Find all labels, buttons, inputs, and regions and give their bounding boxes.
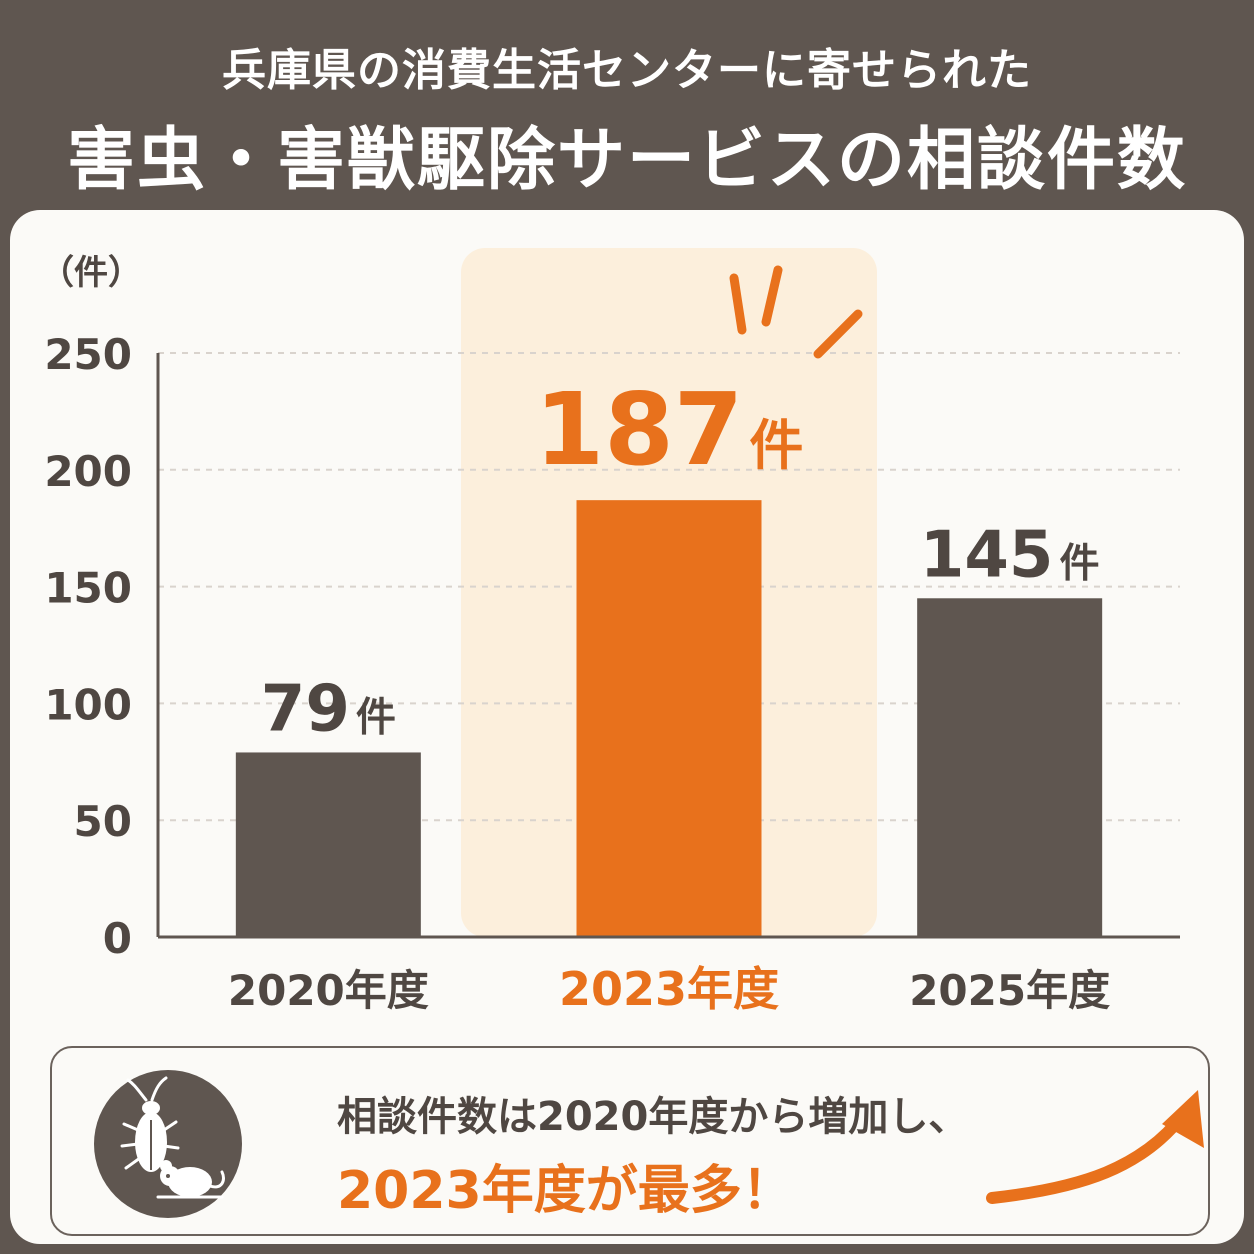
bar <box>917 598 1103 937</box>
summary-highlight: 2023年度が最多！ <box>337 1161 794 1221</box>
summary-text: 相談件数は2020年度から増加し、 <box>337 1094 969 1140</box>
bar <box>576 500 762 937</box>
x-tick-label: 2025年度 <box>909 966 1110 1015</box>
bar <box>235 752 421 937</box>
x-tick-label: 2023年度 <box>559 962 779 1016</box>
data-label: 187 件 <box>535 371 804 488</box>
header: 兵庫県の消費生活センターに寄せられた 害虫・害獣駆除サービスの相談件数 <box>0 0 1254 210</box>
y-tick-label: 200 <box>44 447 132 496</box>
burst-line <box>813 309 863 359</box>
cockroach-mouse-icon <box>94 1070 242 1218</box>
y-tick-label: 100 <box>44 680 132 729</box>
x-tick-label: 2020年度 <box>228 966 429 1015</box>
y-tick-label: 0 <box>103 914 132 963</box>
y-tick-label: 150 <box>44 564 132 613</box>
y-unit-label: （件） <box>40 253 142 293</box>
y-tick-label: 50 <box>74 797 132 846</box>
trend-up-arrow-icon <box>972 1068 1212 1222</box>
summary-box: 相談件数は2020年度から増加し、 2023年度が最多！ <box>50 1046 1210 1236</box>
data-label: 145 件 <box>920 518 1100 592</box>
y-tick-label: 250 <box>44 330 132 379</box>
bar-chart: 0 50 100 150 200 250 （件） 79 件 2020年度 187 件 2023年度 145… <box>40 248 1180 1016</box>
burst-line <box>761 265 783 327</box>
data-label: 79 件 <box>261 672 396 746</box>
page-title: 害虫・害獣駆除サービスの相談件数 <box>66 121 1187 200</box>
title-line1: 兵庫県の消費生活センターに寄せられた <box>222 45 1032 96</box>
burst-line <box>729 273 747 335</box>
